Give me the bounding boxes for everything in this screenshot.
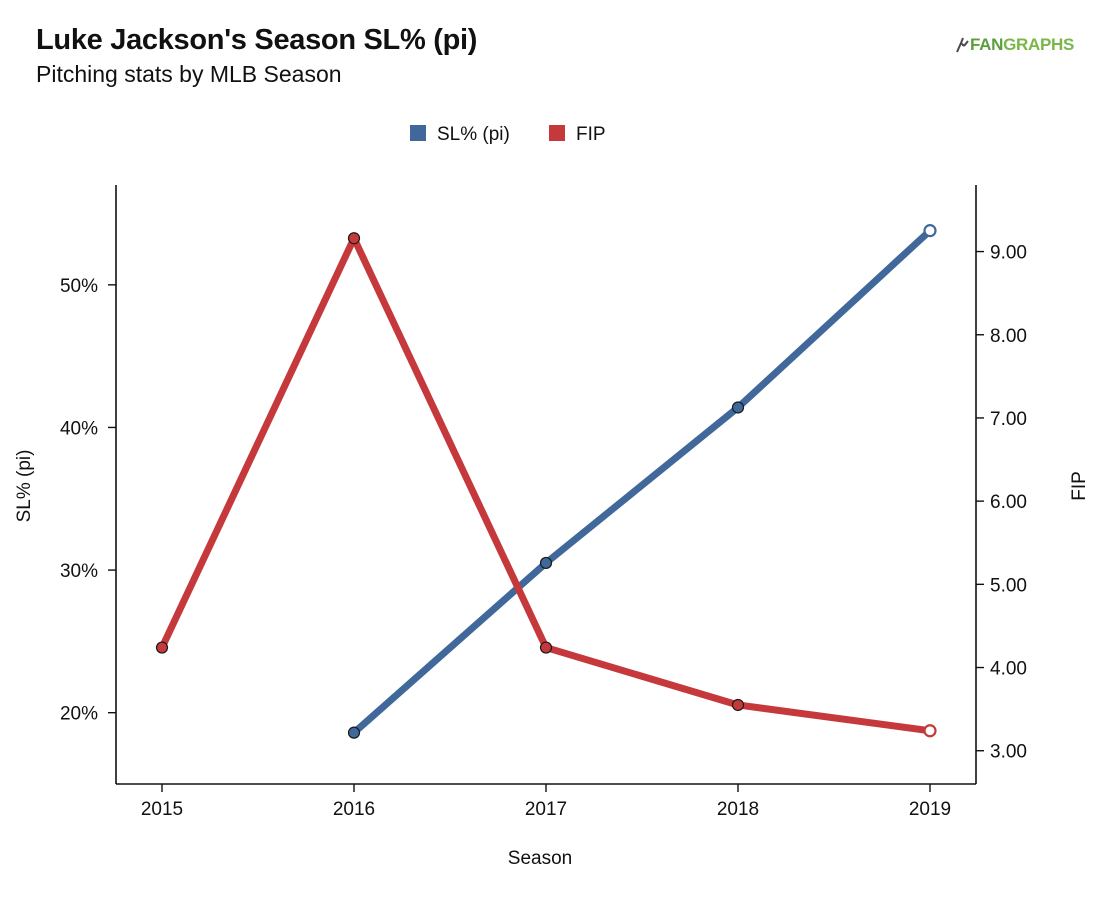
legend-label: SL% (pi) bbox=[437, 124, 510, 145]
y-right-tick-label: 6.00 bbox=[990, 492, 1027, 513]
legend: SL% (pi) FIP bbox=[410, 124, 606, 145]
data-point bbox=[923, 224, 937, 238]
y-left-tick-label: 50% bbox=[60, 276, 98, 297]
legend-label: FIP bbox=[576, 124, 606, 145]
y-right-tick-label: 5.00 bbox=[990, 575, 1027, 596]
data-point bbox=[731, 698, 745, 712]
axes: 2015 2016 2017 2018 2019 20% 30% 40% 50% 3.00 4.00… bbox=[60, 185, 1027, 820]
y-right-tick-label: 7.00 bbox=[990, 409, 1027, 430]
y-right-tick-label: 4.00 bbox=[990, 659, 1027, 680]
legend-swatch bbox=[549, 125, 565, 141]
logo-text-graphs: GRAPHS bbox=[1003, 35, 1075, 54]
series-layer bbox=[155, 224, 937, 739]
y-left-tick-label: 20% bbox=[60, 704, 98, 725]
y-left-tick-label: 30% bbox=[60, 561, 98, 582]
x-tick-label: 2015 bbox=[141, 799, 183, 820]
series-line bbox=[350, 227, 934, 737]
x-axis-label: Season bbox=[508, 848, 572, 869]
data-point bbox=[731, 401, 745, 414]
chart-subtitle: Pitching stats by MLB Season bbox=[36, 61, 342, 87]
data-point bbox=[539, 556, 553, 570]
x-tick-label: 2018 bbox=[717, 799, 759, 820]
y-right-tick-label: 8.00 bbox=[990, 326, 1027, 347]
logo-text-fan: FAN bbox=[970, 35, 1004, 54]
x-tick-label: 2019 bbox=[909, 799, 951, 820]
chart-title: Luke Jackson's Season SL% (pi) bbox=[36, 24, 478, 56]
y-right-tick-label: 9.00 bbox=[990, 243, 1027, 264]
y-right-tick-label: 3.00 bbox=[990, 742, 1027, 763]
data-point bbox=[155, 641, 169, 654]
y-axis-left-label: SL% (pi) bbox=[14, 450, 35, 523]
batter-icon bbox=[956, 37, 969, 53]
data-point bbox=[347, 232, 361, 245]
x-tick-label: 2017 bbox=[525, 799, 567, 820]
x-tick-label: 2016 bbox=[333, 799, 375, 820]
series-line bbox=[158, 234, 934, 735]
legend-swatch bbox=[410, 125, 426, 141]
data-point bbox=[539, 641, 553, 654]
y-left-tick-label: 40% bbox=[60, 418, 98, 439]
data-point bbox=[923, 724, 937, 738]
data-point bbox=[347, 726, 361, 739]
fangraphs-logo[interactable]: FANGRAPHS bbox=[955, 35, 1074, 55]
y-axis-right-label: FIP bbox=[1069, 471, 1090, 501]
